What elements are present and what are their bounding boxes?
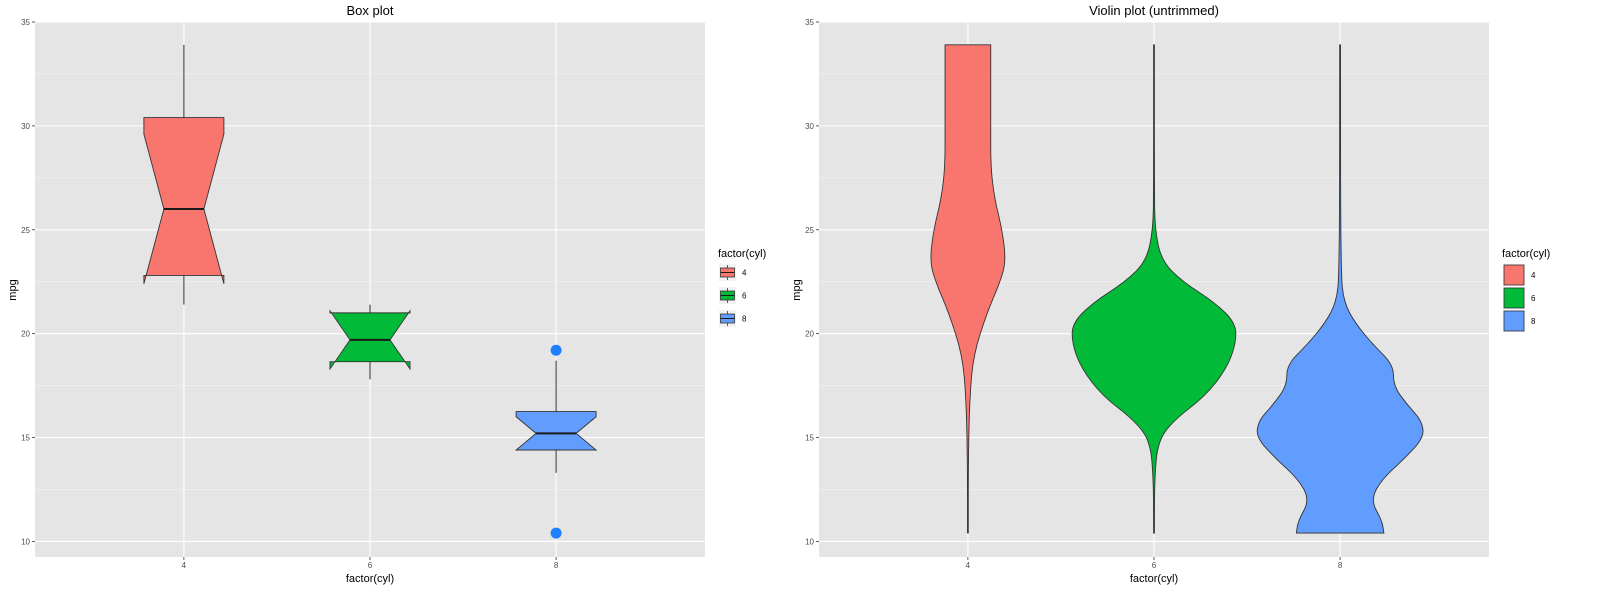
- legend-label-cyl-4: 4: [1531, 271, 1536, 280]
- legend-key-cyl-6: [1503, 287, 1525, 309]
- legend-label-cyl-8: 8: [1531, 317, 1536, 326]
- violin-plot-x-tick-label: 6: [1152, 561, 1157, 570]
- legend-key-cyl-4: [1503, 264, 1525, 286]
- violin-plot-y-tick-label: 35: [805, 18, 814, 27]
- box-plot-y-axis-title: mpg: [7, 279, 19, 300]
- box-plot-title: Box plot: [347, 3, 394, 18]
- legend-key-cyl-8: [1503, 310, 1525, 332]
- legend-label-cyl-8: 8: [742, 315, 747, 324]
- box-plot-y-tick-label: 20: [21, 330, 30, 339]
- violin-plot-legend: factor(cyl) 4 6 8: [1502, 248, 1550, 332]
- violin-body-cyl-6: [1071, 44, 1237, 534]
- box-plot-panel: 10 15 20 25 30 35 4 6 8 Box plot factor(cyl) mpg…: [7, 3, 766, 585]
- box-plot-y-tick-label: 10: [21, 537, 30, 546]
- violin-plot-y-axis-title: mpg: [791, 279, 803, 300]
- violin-plot-x-axis-title: factor(cyl): [1130, 573, 1178, 585]
- violin-plot-axes: 10 15 20 25 30 35 4 6 8: [805, 18, 1343, 570]
- box-body-cyl-8: [514, 411, 598, 451]
- box-plot-x-axis-title: factor(cyl): [346, 573, 394, 585]
- violin-body-cyl-8: [1256, 44, 1424, 534]
- box-outlier: [550, 527, 562, 539]
- violin-plot-x-tick-label: 8: [1338, 561, 1343, 570]
- violin-plot-y-tick-label: 15: [805, 434, 814, 443]
- legend-key-cyl-4: [719, 264, 736, 281]
- legend-label-cyl-6: 6: [742, 292, 747, 301]
- violin-plot-title: Violin plot (untrimmed): [1089, 3, 1219, 18]
- box-plot-y-tick-label: 15: [21, 434, 30, 443]
- box-plot-axes: 10 15 20 25 30 35 4 6 8: [21, 18, 559, 570]
- box-plot-grid: [35, 21, 705, 557]
- legend-key-cyl-8: [719, 310, 736, 327]
- box-plot-y-tick-label: 25: [21, 226, 30, 235]
- violin-plot-legend-title: factor(cyl): [1502, 248, 1550, 260]
- legend-key-swatch: [1503, 264, 1525, 286]
- violin-plot-x-tick-label: 4: [966, 561, 971, 570]
- legend-key-cyl-6: [719, 287, 736, 304]
- legend-label-cyl-6: 6: [1531, 294, 1536, 303]
- box-plot-legend-title: factor(cyl): [718, 248, 766, 260]
- violin-body-cyl-4: [930, 44, 1006, 534]
- box-plot-y-tick-label: 30: [21, 122, 30, 131]
- violin-plot-y-tick-label: 30: [805, 122, 814, 131]
- box-plot-x-tick-label: 6: [368, 561, 373, 570]
- legend-label-cyl-4: 4: [742, 269, 747, 278]
- box-plot-marks: [143, 44, 598, 539]
- violin-plot-y-tick-label: 20: [805, 330, 814, 339]
- box-plot-x-tick-label: 4: [182, 561, 187, 570]
- box-body-cyl-4: [143, 117, 225, 284]
- violin-plot-y-tick-label: 10: [805, 537, 814, 546]
- box-plot-x-tick-label: 8: [554, 561, 559, 570]
- legend-key-swatch: [1503, 287, 1525, 309]
- box-outlier: [550, 344, 562, 356]
- box-plot-y-tick-label: 35: [21, 18, 30, 27]
- violin-plot-y-tick-label: 25: [805, 226, 814, 235]
- box-plot-legend: factor(cyl) 4 6 8: [718, 248, 766, 327]
- legend-key-swatch: [1503, 310, 1525, 332]
- violin-plot-marks: [930, 44, 1424, 534]
